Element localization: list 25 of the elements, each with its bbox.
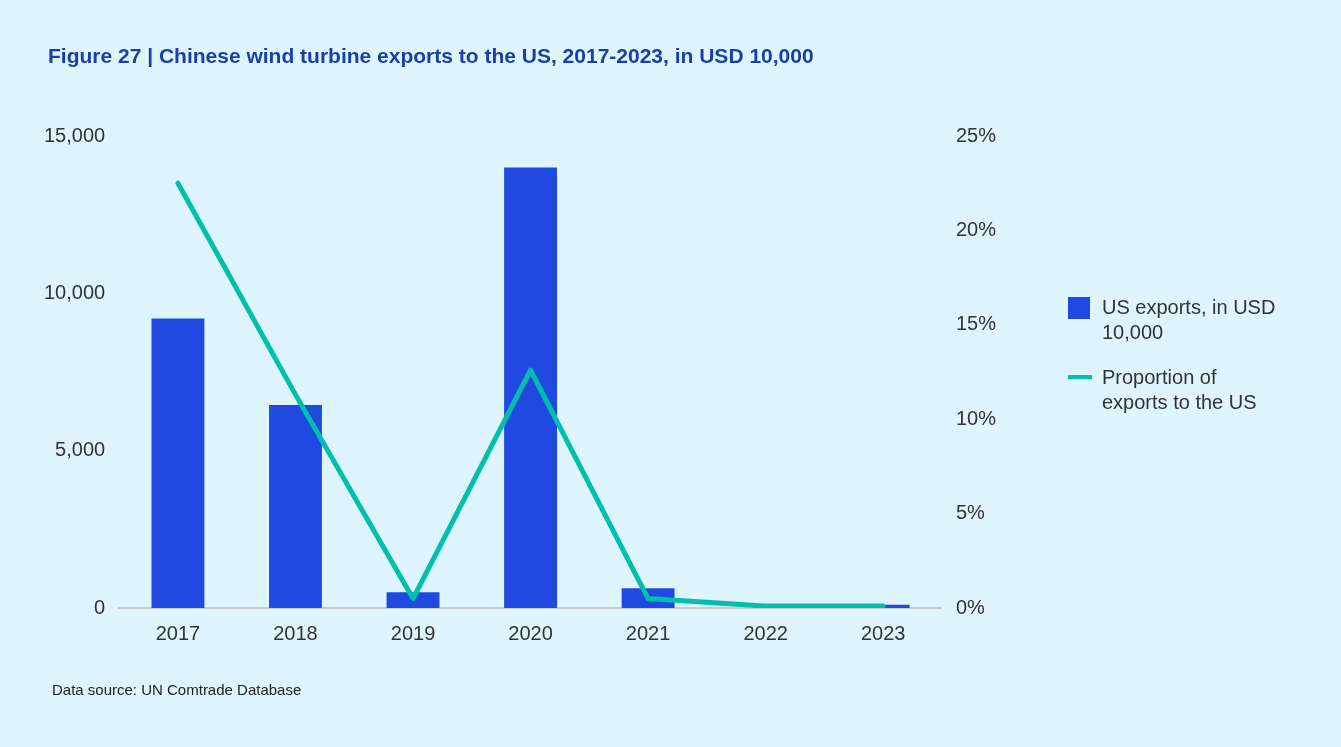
- y-tick-label: 5,000: [55, 438, 106, 461]
- y-tick-label: 15,000: [44, 123, 106, 146]
- legend-label: Proportion of exports to the US: [1102, 365, 1258, 415]
- chart-title: Figure 27 | Chinese wind turbine exports to the US, 2017-2023, in USD 10,000: [48, 44, 814, 68]
- bar: [386, 592, 440, 608]
- x-tick-label: 2021: [625, 621, 671, 644]
- x-tick-label: 2020: [508, 621, 553, 644]
- y-tick-label: 0: [94, 595, 106, 618]
- x-tick-label: 2023: [860, 621, 906, 644]
- y-tick-label: 10,000: [44, 280, 106, 303]
- source-note: Data source: UN Comtrade Database: [52, 681, 302, 698]
- y2-tick-label: 15%: [955, 312, 997, 335]
- y2-tick-label: 5%: [955, 501, 986, 524]
- y2-tick-label: 20%: [955, 217, 997, 240]
- bar: [504, 167, 558, 608]
- y2-tick-label: 0%: [955, 595, 986, 618]
- x-tick-label: 2017: [155, 621, 201, 644]
- x-tick-label: 2019: [390, 621, 436, 644]
- bar: [151, 318, 205, 608]
- x-tick-label: 2022: [743, 621, 788, 644]
- bar: [269, 405, 322, 608]
- legend-label: US exports, in USD 10,000: [1102, 295, 1277, 345]
- x-tick-label: 2018: [273, 621, 318, 644]
- y2-tick-label: 10%: [955, 406, 997, 429]
- y2-tick-label: 25%: [955, 123, 997, 146]
